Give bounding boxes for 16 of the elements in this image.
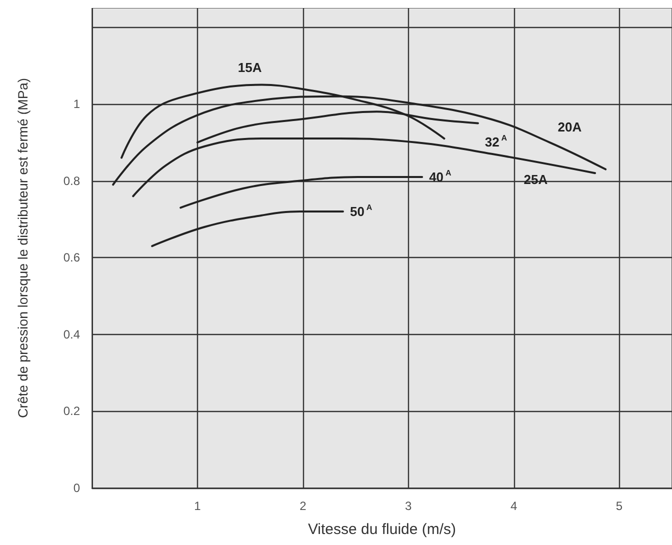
y-tick-label: 1 bbox=[73, 97, 80, 111]
x-tick-label: 3 bbox=[405, 499, 412, 513]
y-tick-label: 0.4 bbox=[63, 327, 80, 342]
series-label: 20A bbox=[558, 119, 582, 134]
y-axis-title: Crête de pression lorsque le distributeur est fermé (MPa) bbox=[16, 78, 30, 418]
y-tick-label: 0.2 bbox=[63, 404, 80, 418]
x-tick-label: 4 bbox=[510, 499, 518, 513]
y-tick-label: 0.8 bbox=[63, 174, 80, 188]
x-axis-title: Vitesse du fluide (m/s) bbox=[308, 521, 456, 538]
series-label: 15A bbox=[238, 60, 262, 75]
y-tick-label: 0 bbox=[73, 481, 80, 495]
x-tick-label: 5 bbox=[616, 499, 623, 513]
x-tick-label: 2 bbox=[300, 499, 307, 513]
x-tick-label: 1 bbox=[194, 499, 202, 513]
line-series bbox=[151, 210, 344, 248]
y-tick-label: 0.6 bbox=[63, 250, 80, 265]
